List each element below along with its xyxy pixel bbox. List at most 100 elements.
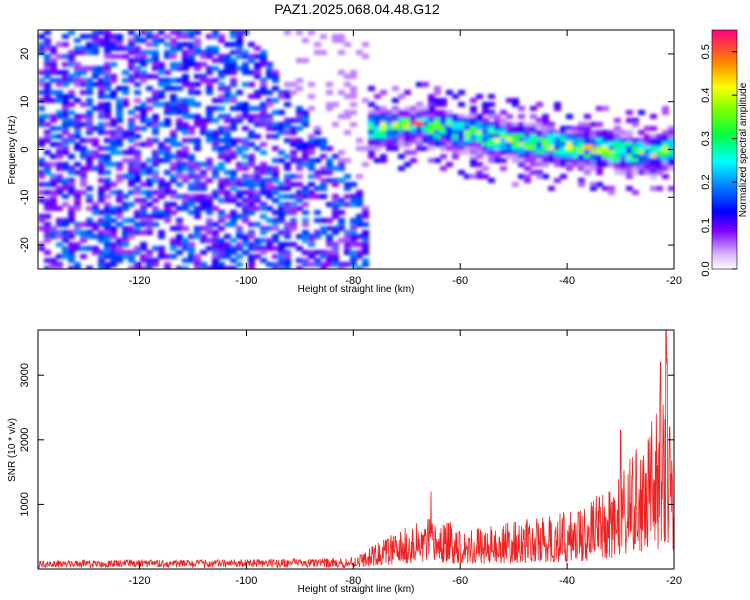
heatmap-cell xyxy=(188,86,195,91)
heatmap-cell xyxy=(80,138,87,143)
heatmap-cell xyxy=(110,210,117,215)
heatmap-cell xyxy=(62,186,69,191)
heatmap-cell xyxy=(356,190,363,195)
heatmap-cell xyxy=(140,190,147,195)
heatmap-cell xyxy=(236,114,243,119)
heatmap-cell xyxy=(500,166,507,171)
heatmap-cell xyxy=(44,54,51,59)
heatmap-cell xyxy=(392,98,399,103)
heatmap-cell xyxy=(44,170,51,175)
heatmap-cell xyxy=(440,142,447,147)
heatmap-cell xyxy=(392,86,399,91)
heatmap-cell xyxy=(176,142,183,147)
heatmap-cell xyxy=(134,50,141,55)
heatmap-cell xyxy=(542,162,549,167)
heatmap-cell xyxy=(242,190,249,195)
heatmap-cell xyxy=(152,206,159,211)
heatmap-cell xyxy=(74,146,81,151)
heatmap-cell xyxy=(314,186,321,191)
heatmap-cell xyxy=(494,142,501,147)
heatmap-cell xyxy=(242,70,249,75)
heatmap-cell xyxy=(266,102,273,107)
heatmap-cell xyxy=(110,234,117,239)
heatmap-cell xyxy=(158,214,165,219)
heatmap-cell xyxy=(122,134,129,139)
heatmap-cell xyxy=(260,170,267,175)
heatmap-cell xyxy=(662,162,669,167)
heatmap-cell xyxy=(290,150,297,155)
heatmap-cell xyxy=(326,106,333,111)
heatmap-cell xyxy=(68,138,75,143)
heatmap-cell xyxy=(50,178,57,183)
heatmap-cell xyxy=(134,82,141,87)
heatmap-cell xyxy=(512,134,519,139)
heatmap-cell xyxy=(458,146,465,151)
heatmap-cell xyxy=(350,226,357,231)
heatmap-cell xyxy=(272,186,279,191)
heatmap-cell xyxy=(158,122,165,127)
heatmap-cell xyxy=(206,118,213,123)
heatmap-cell xyxy=(278,126,285,131)
heatmap-cell xyxy=(170,134,177,139)
heatmap-cell xyxy=(98,122,105,127)
heatmap-cell xyxy=(206,66,213,71)
heatmap-cell xyxy=(470,130,477,135)
heatmap-cell xyxy=(212,250,219,255)
heatmap-cell xyxy=(530,158,537,163)
heatmap-cell xyxy=(500,138,507,143)
heatmap-cell xyxy=(542,114,549,119)
heatmap-cell xyxy=(164,102,171,107)
heatmap-cell xyxy=(236,254,243,259)
heatmap-cell xyxy=(380,122,387,127)
heatmap-cell xyxy=(260,78,267,83)
heatmap-cell xyxy=(212,166,219,171)
heatmap-cell xyxy=(374,130,381,135)
heatmap-cell xyxy=(62,102,69,107)
heatmap-cell xyxy=(158,82,165,87)
heatmap-cell xyxy=(224,266,231,269)
heatmap-cell xyxy=(362,234,369,239)
heatmap-cell xyxy=(344,234,351,239)
heatmap-cell xyxy=(110,190,117,195)
heatmap-cell xyxy=(92,154,99,159)
heatmap-cell xyxy=(650,126,657,131)
heatmap-cell xyxy=(380,130,387,135)
heatmap-cell xyxy=(206,82,213,87)
heatmap-cell xyxy=(218,178,225,183)
heatmap-cell xyxy=(92,30,99,35)
heatmap-cell xyxy=(668,158,674,163)
heatmap-cell xyxy=(224,190,231,195)
heatmap-cell xyxy=(62,78,69,83)
heatmap-cell xyxy=(182,150,189,155)
heatmap-cell xyxy=(140,162,147,167)
heatmap-cell xyxy=(614,170,621,175)
heatmap-cell xyxy=(650,146,657,151)
heatmap-cell xyxy=(254,74,261,79)
heatmap-cell xyxy=(128,170,135,175)
heatmap-cell xyxy=(602,142,609,147)
heatmap-cell xyxy=(224,222,231,227)
heatmap-cell xyxy=(284,138,291,143)
heatmap-cell xyxy=(278,218,285,223)
heatmap-cell xyxy=(356,50,363,55)
heatmap-cell xyxy=(278,214,285,219)
heatmap-cell xyxy=(218,70,225,75)
heatmap-cell xyxy=(104,234,111,239)
heatmap-cell xyxy=(668,150,674,155)
heatmap-cell xyxy=(326,242,333,247)
colorbar-tick-label: 0.4 xyxy=(700,88,712,103)
heatmap-cell xyxy=(362,242,369,247)
heatmap-cell xyxy=(362,42,369,47)
heatmap-cell xyxy=(638,162,645,167)
heatmap-cell xyxy=(338,238,345,243)
heatmap-cell xyxy=(80,102,87,107)
heatmap-cell xyxy=(122,90,129,95)
heatmap-cell xyxy=(488,158,495,163)
heatmap-cell xyxy=(638,146,645,151)
heatmap-cell xyxy=(548,154,555,159)
heatmap-cell xyxy=(92,126,99,131)
heatmap-cell xyxy=(230,198,237,203)
heatmap-cell xyxy=(326,146,333,151)
heatmap-cell xyxy=(428,122,435,127)
heatmap-cell xyxy=(104,62,111,67)
